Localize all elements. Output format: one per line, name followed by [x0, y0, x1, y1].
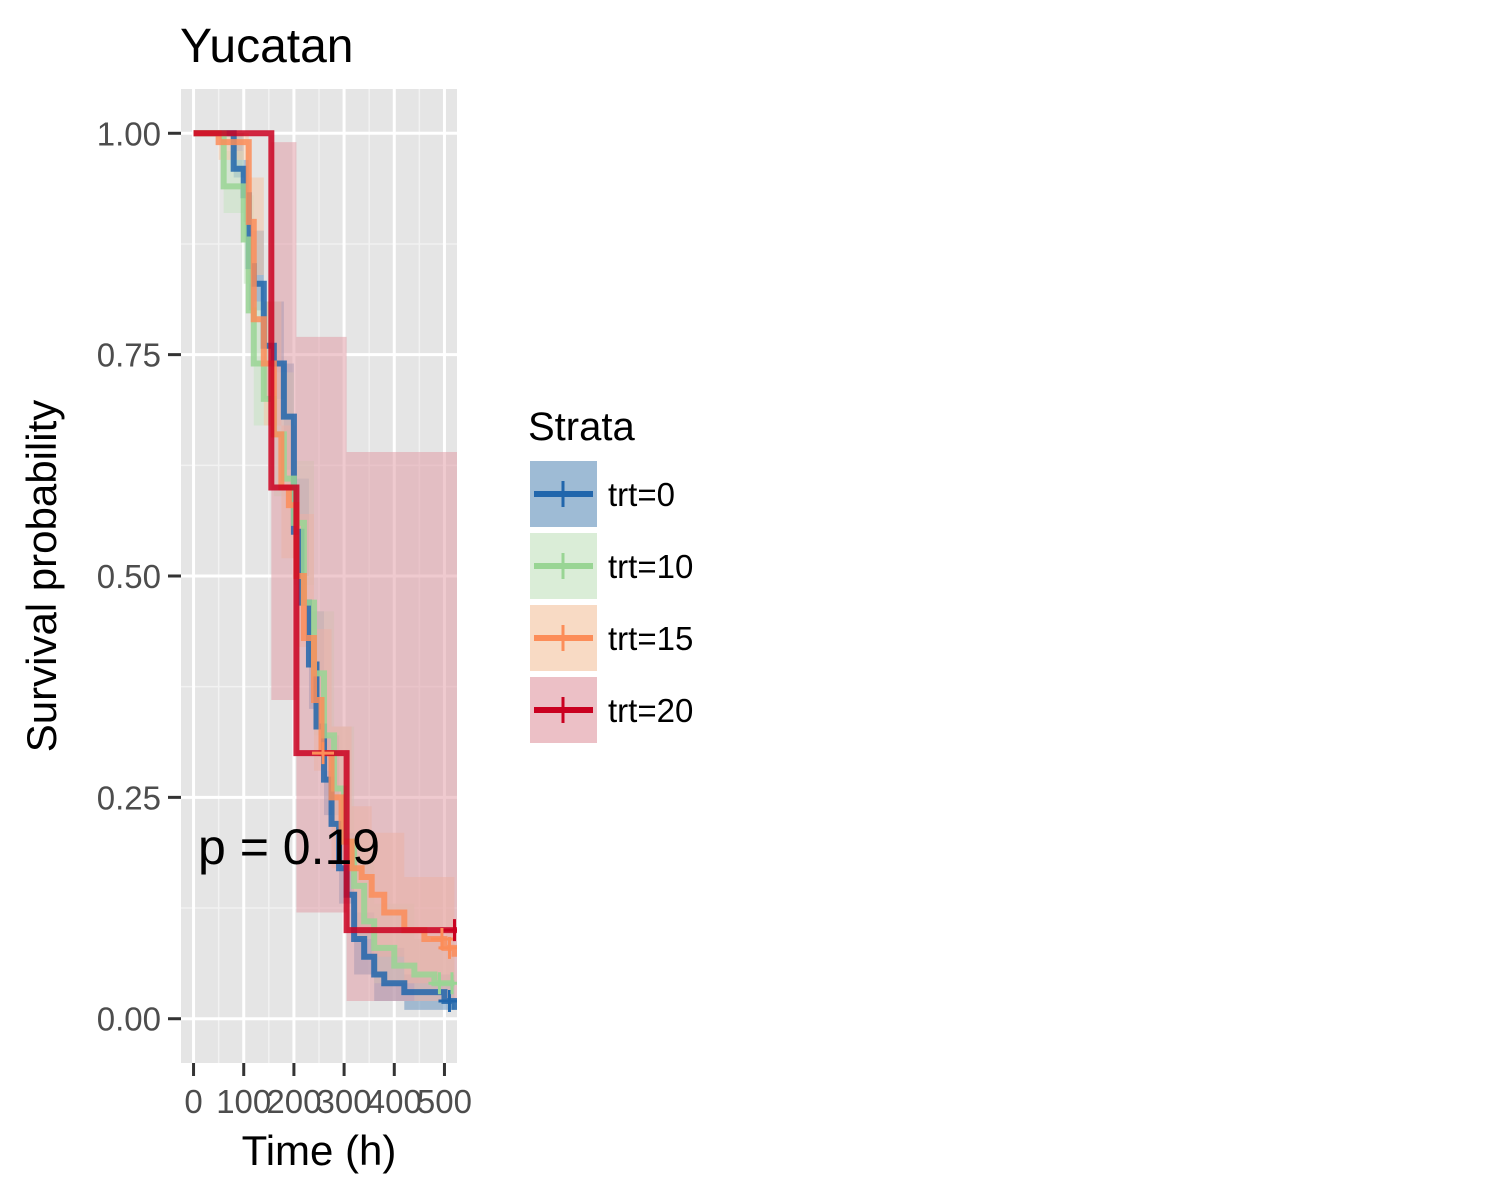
survival-curve-trt=15 — [193, 130, 457, 957]
legend-label-trt=0: trt=0 — [608, 476, 675, 513]
censor-mark-trt=20 — [443, 919, 457, 942]
x-tick-label: 500 — [417, 1083, 472, 1120]
legend-title: Strata — [528, 405, 635, 449]
y-tick-label: 0.50 — [97, 558, 161, 595]
x-tick-label: 100 — [216, 1083, 271, 1120]
legend-label-trt=20: trt=20 — [608, 692, 693, 729]
y-tick-label: 0.25 — [97, 779, 161, 816]
legend: trt=0 trt=10 trt=15 trt=20 — [530, 461, 693, 743]
y-tick-label: 0.00 — [97, 1001, 161, 1038]
x-tick-label: 0 — [184, 1083, 202, 1120]
x-tick-label: 400 — [367, 1083, 422, 1120]
censor-mark-trt=15 — [312, 742, 335, 765]
legend-label-trt=15: trt=15 — [608, 620, 693, 657]
y-tick-label: 0.75 — [97, 337, 161, 374]
confidence-bands — [193, 133, 457, 1019]
x-tick-label: 300 — [317, 1083, 372, 1120]
confidence-band-trt=20 — [193, 133, 457, 1002]
censor-marks — [312, 742, 457, 1013]
censor-mark-trt=0 — [438, 990, 457, 1013]
censor-mark-trt=10 — [440, 972, 457, 995]
y-axis-label: Survival probability — [18, 400, 65, 753]
survival-curves — [193, 130, 457, 1010]
censor-mark-trt=15 — [438, 936, 457, 959]
p-value-annotation: p = 0.19 — [198, 819, 380, 875]
survival-curve-trt=10 — [193, 130, 455, 987]
x-axis-label: Time (h) — [242, 1127, 397, 1174]
legend-label-trt=10: trt=10 — [608, 548, 693, 585]
y-axis: 0.00 0.25 0.50 0.75 1.00 — [97, 115, 181, 1038]
y-tick-label: 1.00 — [97, 115, 161, 152]
survival-curve-trt=20 — [193, 130, 457, 934]
confidence-band-trt=10 — [193, 133, 455, 1010]
x-tick-label: 200 — [266, 1083, 321, 1120]
chart-title: Yucatan — [180, 20, 353, 73]
